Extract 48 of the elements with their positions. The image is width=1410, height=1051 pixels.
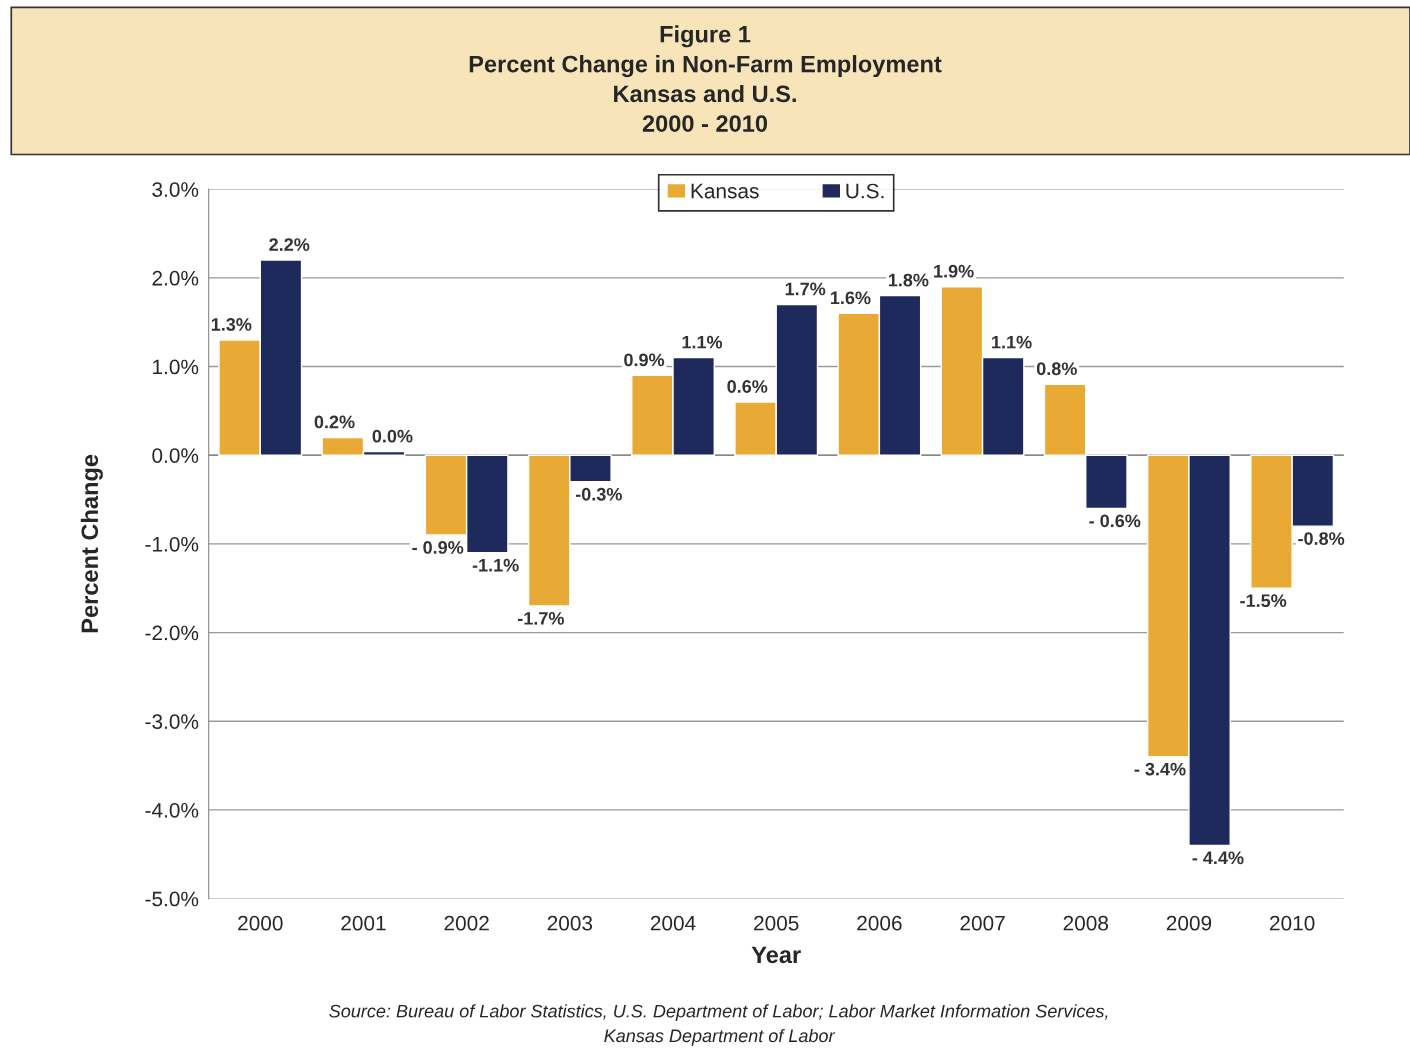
x-tick-label: 2001 [341,915,386,931]
data-label: - 3.4% [1134,762,1186,776]
x-tick-label: 2003 [547,915,593,931]
x-tick-label: 2007 [960,915,1005,931]
data-label: -1.7% [517,612,564,625]
source-note: Source: Bureau of Labor Statistics, U.S. Department of Labor; Labor Market Information Services, Kansas Department of Labor [329,1004,1108,1046]
y-tick-label: -2.0% [145,625,199,641]
x-tick-label: 2010 [1270,915,1315,931]
data-label: 1.7% [785,282,826,296]
x-tick-label: 2004 [650,915,696,931]
y-tick-label: -1.0% [145,536,199,552]
data-label: -0.3% [575,487,622,501]
y-tick-label: -4.0% [145,802,199,818]
y-tick-label: 1.0% [153,359,199,375]
x-tick-label: 2009 [1166,915,1212,931]
y-tick-label: -3.0% [145,714,199,729]
data-label: 2.2% [269,238,310,251]
data-label: 0.9% [624,353,665,367]
legend-label: U.S. [846,183,884,199]
x-tick-label: 2005 [754,915,799,931]
data-label: 1.1% [682,335,723,349]
x-tick-label: 2006 [857,915,902,931]
data-label: 1.8% [888,273,929,287]
data-label: 0.2% [314,415,355,429]
x-tick-label: 2002 [444,915,489,931]
y-tick-label: -5.0% [145,891,199,907]
data-label: 1.3% [211,318,252,331]
data-label: 0.8% [1036,362,1077,376]
y-tick-label: 2.0% [152,270,199,286]
data-label: 0.6% [727,380,768,393]
data-label: -1.5% [1240,594,1287,608]
data-label: 1.1% [992,335,1032,349]
y-tick-label: 3.0% [152,182,199,197]
x-axis-title: Year [751,946,801,964]
legend-label: Kansas [691,183,759,199]
x-tick-label: 2008 [1063,915,1109,931]
data-label: - 0.9% [412,541,464,554]
data-label: 1.6% [830,291,871,305]
data-label: 0.0% [372,429,413,443]
x-tick-label: 2000 [238,915,283,931]
y-axis-title: Percent Change [80,454,103,633]
data-label: - 0.6% [1089,514,1141,528]
data-label: -1.1% [472,558,519,572]
chart-title: Figure 1 Percent Change in Non-Farm Employment Kansas and U.S. 2000 - 2010 [469,25,942,132]
y-tick-label: 0.0% [152,448,199,463]
data-label: - 4.4% [1192,851,1244,865]
data-label: -0.8% [1298,532,1345,545]
data-label: 1.9% [934,264,974,278]
